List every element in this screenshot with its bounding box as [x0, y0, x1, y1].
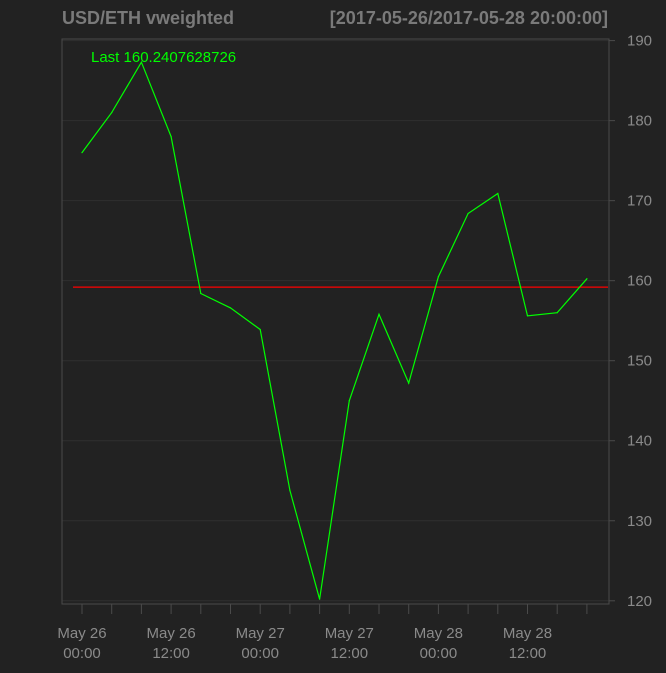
chart-title: USD/ETH vweighted [62, 8, 234, 28]
x-tick-label-date: May 27 [236, 625, 285, 642]
x-tick-label-time: 00:00 [63, 645, 101, 662]
data-point [111, 112, 113, 114]
grid-lines [62, 40, 609, 602]
x-tick-label-time: 00:00 [420, 645, 458, 662]
data-point [81, 152, 83, 154]
data-point [467, 212, 469, 215]
data-point [259, 328, 261, 331]
y-tick-label: 180 [627, 113, 652, 130]
x-tick-label-time: 00:00 [241, 645, 279, 662]
x-tick-label-time: 12:00 [509, 645, 547, 662]
last-value-label: Last 160.2407628726 [91, 49, 236, 66]
series-line [81, 60, 588, 600]
data-point [170, 136, 172, 138]
data-point [289, 489, 291, 491]
x-tick-label-date: May 28 [503, 625, 552, 642]
x-tick-label-time: 12:00 [152, 645, 190, 662]
data-point [526, 315, 529, 317]
y-tick-label: 140 [627, 433, 652, 450]
data-point [437, 276, 439, 278]
data-point [140, 61, 142, 63]
y-tick-label: 150 [627, 353, 652, 370]
data-point [408, 382, 410, 384]
x-tick-label-date: May 28 [414, 625, 463, 642]
y-tick-label: 170 [627, 193, 652, 210]
data-point [200, 292, 202, 295]
data-point [556, 312, 558, 314]
x-tick-label-time: 12:00 [331, 645, 369, 662]
data-point [348, 400, 350, 402]
x-tick-label-date: May 26 [57, 625, 106, 642]
data-point [319, 598, 321, 600]
date-range-label: [2017-05-26/2017-05-28 20:00:00] [330, 8, 608, 28]
data-point [497, 192, 499, 195]
data-point [229, 307, 232, 309]
x-tick-label-date: May 26 [146, 625, 195, 642]
y-tick-label: 120 [627, 593, 652, 610]
y-tick-label: 160 [627, 273, 652, 290]
series-group [81, 60, 588, 600]
x-tick-label-date: May 27 [325, 625, 374, 642]
data-point [378, 313, 380, 315]
data-point [586, 278, 588, 280]
y-tick-label: 130 [627, 513, 652, 530]
y-tick-label: 190 [627, 33, 652, 50]
x-axis: May 26 00:00 May 26 12:00 May 27 00:00 May 27 1… [57, 603, 588, 662]
y-axis: 120 130 140 150 160 170 180 190 [609, 33, 652, 610]
